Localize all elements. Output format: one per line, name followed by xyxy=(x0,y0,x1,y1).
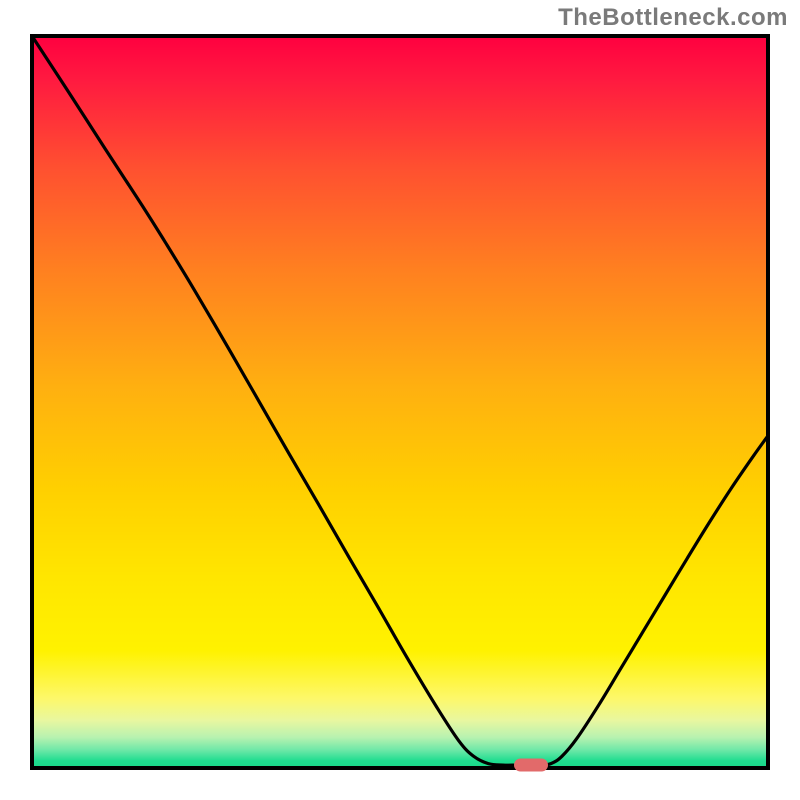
watermark-text: TheBottleneck.com xyxy=(558,4,788,32)
plot-area xyxy=(30,34,770,770)
optimal-marker xyxy=(514,759,548,772)
plot-svg xyxy=(30,34,770,770)
chart-frame: TheBottleneck.com xyxy=(0,0,800,800)
plot-background xyxy=(32,36,768,768)
